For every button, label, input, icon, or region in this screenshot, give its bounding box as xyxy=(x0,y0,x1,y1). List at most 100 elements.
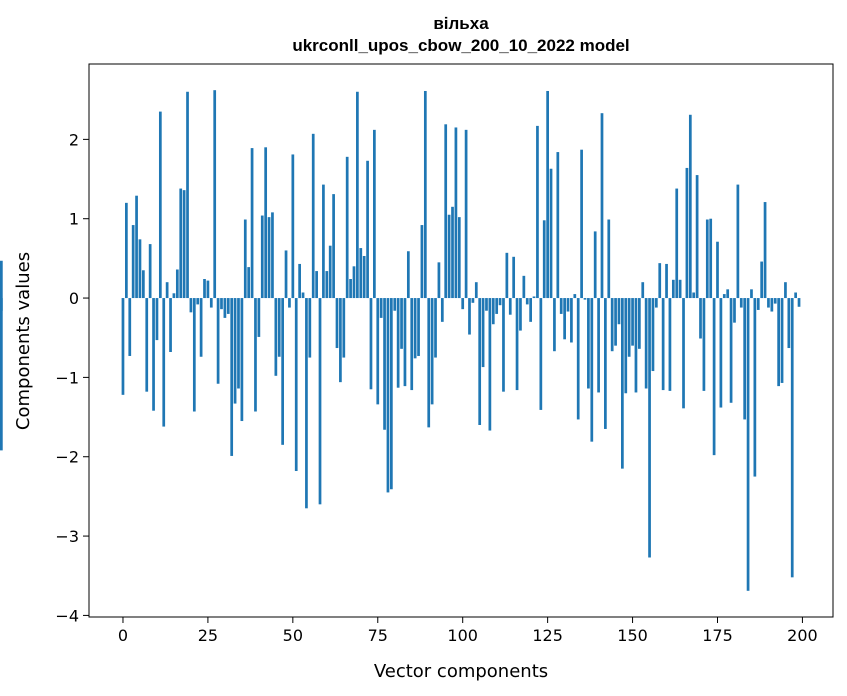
bar-undefined xyxy=(0,260,3,299)
bar-164 xyxy=(678,279,682,299)
bar-192 xyxy=(773,298,777,304)
bar-114 xyxy=(508,298,512,315)
bar-55 xyxy=(308,298,312,358)
bar-160 xyxy=(665,263,668,299)
bar-150 xyxy=(631,298,634,346)
bar-109 xyxy=(491,298,495,325)
y-axis-ticks: −4 −3 −2 −1 0 1 2 xyxy=(55,130,89,625)
bar-75 xyxy=(376,298,380,405)
bar-132 xyxy=(570,298,573,343)
bar-137 xyxy=(587,298,590,389)
y-tick-label: −3 xyxy=(55,527,79,546)
y-tick-label: 0 xyxy=(69,289,79,308)
bar-120 xyxy=(529,298,532,322)
bar-99 xyxy=(457,217,461,299)
bar-63 xyxy=(335,298,339,349)
bar-151 xyxy=(634,298,638,393)
bar-175 xyxy=(716,241,719,299)
bar-127 xyxy=(553,298,556,352)
bar-57 xyxy=(315,271,318,299)
bar-196 xyxy=(787,298,791,349)
bar-173 xyxy=(709,218,713,299)
bar-195 xyxy=(784,282,787,299)
bar-53 xyxy=(301,292,305,299)
bar-108 xyxy=(488,298,492,431)
bar-72 xyxy=(366,160,369,299)
bar-65 xyxy=(342,298,346,358)
bar-129 xyxy=(559,298,563,314)
bar-166 xyxy=(685,167,689,299)
bar-89 xyxy=(423,90,427,299)
bar-74 xyxy=(373,129,376,299)
bar-163 xyxy=(675,188,679,299)
bar-undefined xyxy=(0,298,3,451)
bar-6 xyxy=(142,270,145,299)
bar-162 xyxy=(671,279,675,299)
bar-82 xyxy=(400,298,403,349)
bar-106 xyxy=(481,298,485,368)
bar-110 xyxy=(495,298,499,314)
x-tick-label: 175 xyxy=(702,626,733,645)
bar-138 xyxy=(590,298,594,442)
bar-17 xyxy=(179,188,183,299)
bar-100 xyxy=(461,298,465,310)
bar-80 xyxy=(393,298,397,311)
x-tick-label: 25 xyxy=(198,626,218,645)
bar-49 xyxy=(288,298,291,308)
bar-135 xyxy=(580,149,583,299)
bar-113 xyxy=(505,252,509,299)
bar-30 xyxy=(223,298,227,318)
bar-112 xyxy=(502,298,505,392)
bar-92 xyxy=(434,298,437,358)
bar-139 xyxy=(593,231,597,299)
bar-198 xyxy=(794,292,797,299)
bar-171 xyxy=(702,298,706,391)
bar-37 xyxy=(247,267,251,299)
bar-118 xyxy=(522,275,526,299)
x-axis-label: Vector components xyxy=(374,661,548,682)
bar-24 xyxy=(203,279,206,299)
bar-123 xyxy=(539,298,543,410)
bar-140 xyxy=(597,298,600,393)
bar-159 xyxy=(661,298,665,391)
bar-78 xyxy=(386,298,390,493)
bar-152 xyxy=(638,298,641,349)
bar-130 xyxy=(563,298,566,340)
bar-29 xyxy=(220,298,223,310)
bar-187 xyxy=(756,298,760,310)
bar-81 xyxy=(396,298,400,388)
bar-60 xyxy=(325,271,329,299)
bars-group xyxy=(0,90,801,591)
bar-188 xyxy=(760,261,764,299)
bar-34 xyxy=(237,298,240,389)
bar-184 xyxy=(746,298,750,591)
bar-161 xyxy=(668,298,672,391)
bar-155 xyxy=(648,298,651,558)
bar-165 xyxy=(682,298,685,409)
bar-48 xyxy=(284,250,288,299)
bar-101 xyxy=(464,129,468,299)
bar-3 xyxy=(131,225,135,299)
chart-title: вільха xyxy=(433,14,489,33)
bar-20 xyxy=(189,298,193,313)
bar-144 xyxy=(610,298,614,352)
bar-185 xyxy=(750,289,753,299)
bar-38 xyxy=(250,148,254,299)
bar-69 xyxy=(356,91,359,299)
bar-131 xyxy=(566,298,570,312)
bar-70 xyxy=(359,248,363,299)
bar-94 xyxy=(440,298,444,322)
bar-44 xyxy=(271,212,274,299)
bar-73 xyxy=(369,298,373,390)
bar-169 xyxy=(695,175,699,299)
bar-182 xyxy=(739,298,743,308)
bar-79 xyxy=(390,298,393,490)
bar-51 xyxy=(294,298,298,472)
bar-96 xyxy=(447,214,451,299)
bar-27 xyxy=(213,90,217,299)
bar-180 xyxy=(733,298,736,323)
bar-54 xyxy=(305,298,308,509)
bar-111 xyxy=(498,298,502,306)
bar-183 xyxy=(743,298,747,420)
